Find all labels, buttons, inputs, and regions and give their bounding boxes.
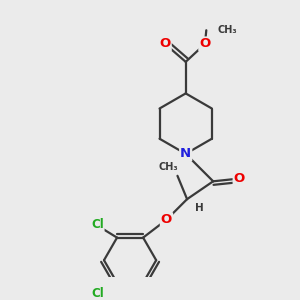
Text: O: O xyxy=(160,38,171,50)
Text: Cl: Cl xyxy=(91,287,103,300)
Text: N: N xyxy=(180,147,191,160)
Text: CH₃: CH₃ xyxy=(217,25,237,35)
Text: H: H xyxy=(195,203,204,213)
Text: O: O xyxy=(161,213,172,226)
Text: CH₃: CH₃ xyxy=(158,162,178,172)
Text: O: O xyxy=(199,38,211,50)
Text: Cl: Cl xyxy=(91,218,103,231)
Text: O: O xyxy=(234,172,245,185)
